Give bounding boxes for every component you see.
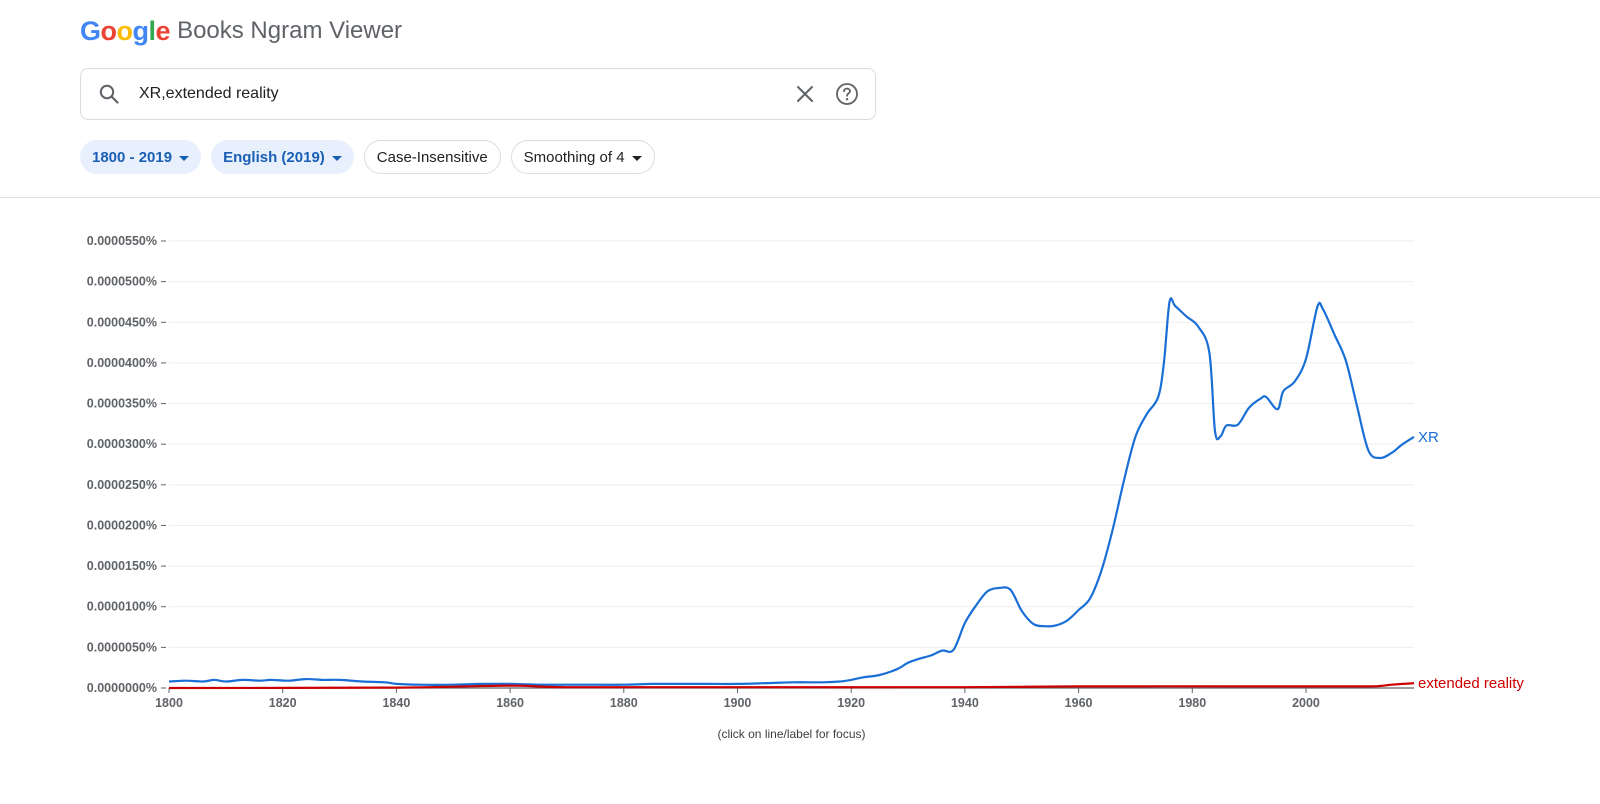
- y-tick-label: 0.0000350%: [87, 397, 157, 411]
- corpus-dropdown[interactable]: English (2019): [211, 140, 354, 174]
- logo-letter: o: [100, 15, 118, 46]
- year-range-dropdown[interactable]: 1800 - 2019: [80, 140, 202, 174]
- x-tick-label: 1960: [1065, 696, 1093, 710]
- y-tick-label: 0.0000000%: [87, 681, 157, 695]
- x-tick-label: 1900: [724, 696, 752, 710]
- search-input[interactable]: [137, 84, 793, 104]
- chart-note: (click on line/label for focus): [717, 727, 865, 741]
- ngram-chart: 0.0000000% 0.0000050% 0.0000100% 0.0000150%…: [0, 200, 1600, 765]
- y-tick-label: 0.0000400%: [87, 356, 157, 370]
- y-tick-label: 0.0000200%: [87, 518, 157, 532]
- corpus-label: English (2019): [223, 148, 325, 166]
- x-tick-label: 1940: [951, 696, 979, 710]
- x-tick-label: 2000: [1292, 696, 1320, 710]
- app-title: Books Ngram Viewer: [177, 17, 403, 44]
- google-logo[interactable]: Google: [80, 15, 171, 47]
- smoothing-dropdown[interactable]: Smoothing of 4: [510, 140, 655, 174]
- logo-letter: o: [116, 15, 134, 46]
- case-label: Case-Insensitive: [376, 148, 488, 166]
- logo-letter: g: [132, 15, 150, 46]
- series-line-extended-reality[interactable]: [168, 682, 1415, 690]
- x-tick-label: 1860: [496, 696, 524, 710]
- y-tick-label: 0.0000300%: [87, 437, 157, 451]
- case-insensitive-toggle[interactable]: Case-Insensitive: [363, 140, 501, 174]
- series-line-xr[interactable]: [168, 297, 1415, 686]
- search-bar: [80, 68, 876, 120]
- chevron-down-icon: [331, 155, 342, 161]
- chart-svg: 0.0000000% 0.0000050% 0.0000100% 0.0000150%…: [87, 234, 1525, 741]
- y-tick-label: 0.0000550%: [87, 234, 157, 248]
- divider: [0, 197, 1600, 198]
- x-tick-label: 1880: [610, 696, 638, 710]
- search-icon[interactable]: [97, 82, 121, 106]
- y-tick-label: 0.0000250%: [87, 478, 157, 492]
- chevron-down-icon: [631, 155, 642, 161]
- x-tick-label: 1980: [1178, 696, 1206, 710]
- x-tick-label: 1920: [837, 696, 865, 710]
- x-tick-label: 1800: [155, 696, 183, 710]
- y-tick-label: 0.0000450%: [87, 315, 157, 329]
- smoothing-label: Smoothing of 4: [523, 148, 625, 166]
- y-tick-label: 0.0000150%: [87, 559, 157, 573]
- year-range-label: 1800 - 2019: [92, 148, 173, 166]
- logo-letter: e: [155, 15, 171, 46]
- logo-letter: G: [80, 15, 101, 46]
- help-icon[interactable]: [835, 82, 859, 106]
- chevron-down-icon: [179, 155, 190, 161]
- close-icon[interactable]: [793, 82, 817, 106]
- y-tick-label: 0.0000500%: [87, 275, 157, 289]
- y-tick-label: 0.0000100%: [87, 600, 157, 614]
- logo-letter: l: [148, 15, 157, 46]
- x-tick-label: 1840: [382, 696, 410, 710]
- y-tick-label: 0.0000050%: [87, 640, 157, 654]
- header: Google Books Ngram Viewer: [80, 14, 402, 48]
- series-label-extended-reality[interactable]: extended reality: [1418, 675, 1524, 692]
- series-label-xr[interactable]: XR: [1418, 429, 1439, 446]
- filter-bar: 1800 - 2019 English (2019) Case-Insensit…: [80, 140, 655, 174]
- x-tick-label: 1820: [269, 696, 297, 710]
